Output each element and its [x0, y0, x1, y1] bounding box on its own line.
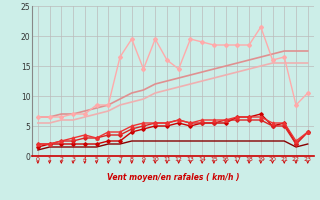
X-axis label: Vent moyen/en rafales ( km/h ): Vent moyen/en rafales ( km/h )	[107, 174, 239, 182]
